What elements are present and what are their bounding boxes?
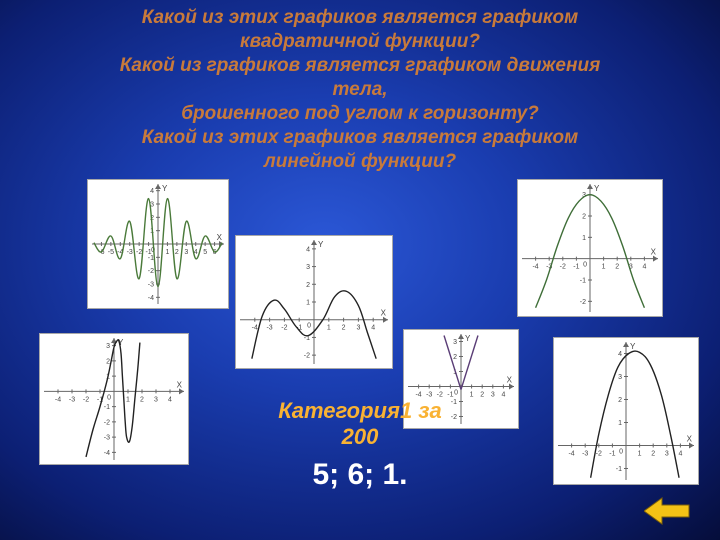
svg-text:5: 5 (203, 249, 207, 256)
svg-text:X: X (381, 309, 387, 318)
svg-text:2: 2 (306, 282, 310, 289)
svg-text:3: 3 (184, 249, 188, 256)
svg-text:X: X (651, 248, 657, 257)
svg-text:0: 0 (583, 262, 587, 269)
svg-text:-4: -4 (252, 325, 258, 332)
svg-text:Y: Y (162, 184, 168, 193)
svg-text:1: 1 (327, 325, 331, 332)
svg-text:-1: -1 (148, 255, 154, 262)
svg-text:X: X (507, 376, 513, 385)
svg-text:2: 2 (651, 451, 655, 458)
svg-text:4: 4 (150, 188, 154, 195)
svg-text:-2: -2 (304, 353, 310, 360)
svg-text:-1: -1 (609, 451, 615, 458)
svg-text:-1: -1 (573, 264, 579, 271)
graph-g1: XY0-6-5-4-3-2-1123456-4-3-2-11234 (88, 180, 228, 308)
q-line-5: Какой из этих графиков является графиком (142, 127, 578, 148)
svg-text:-5: -5 (108, 249, 114, 256)
svg-text:-2: -2 (560, 264, 566, 271)
answer-value: 5; 6; 1. (312, 458, 407, 491)
q-line-4: брошенного под углом к горизонту? (181, 103, 539, 124)
svg-text:-2: -2 (596, 451, 602, 458)
q-line-1: квадратичной функции? (240, 31, 480, 52)
svg-text:4: 4 (371, 325, 375, 332)
svg-text:2: 2 (615, 264, 619, 271)
graph-g2: XY0-4-3-2-11234-2-11234 (236, 236, 392, 368)
svg-text:-3: -3 (148, 282, 154, 289)
back-arrow-button[interactable] (644, 496, 690, 526)
svg-text:-4: -4 (568, 451, 574, 458)
svg-text:-2: -2 (580, 299, 586, 306)
svg-text:1: 1 (165, 249, 169, 256)
back-arrow-icon (644, 496, 690, 526)
graph-g3: XY0-4-3-2-11234-2-1123 (518, 180, 662, 316)
svg-text:1: 1 (582, 235, 586, 242)
svg-text:1: 1 (306, 300, 310, 307)
svg-text:0: 0 (454, 390, 458, 397)
category-value: 200 (342, 424, 379, 449)
svg-text:-4: -4 (104, 450, 110, 457)
category-label: Категория1 за 200 (0, 398, 720, 450)
svg-text:3: 3 (306, 264, 310, 271)
svg-text:-1: -1 (580, 278, 586, 285)
svg-text:-3: -3 (127, 249, 133, 256)
svg-text:-2: -2 (136, 249, 142, 256)
svg-text:1: 1 (602, 264, 606, 271)
svg-text:3: 3 (618, 374, 622, 381)
svg-text:3: 3 (665, 451, 669, 458)
svg-text:-3: -3 (582, 451, 588, 458)
q-line-3: тела, (332, 79, 387, 100)
q-line-6: линейной функции? (264, 151, 456, 172)
svg-text:4: 4 (306, 246, 310, 253)
q-line-0: Какой из этих графиков является графиком (142, 7, 578, 28)
svg-text:2: 2 (175, 249, 179, 256)
svg-text:1: 1 (638, 451, 642, 458)
svg-text:X: X (217, 233, 223, 242)
svg-text:Y: Y (465, 334, 471, 343)
q-line-2: Какой из графиков является графиком движ… (120, 55, 601, 76)
svg-text:4: 4 (618, 351, 622, 358)
svg-text:-2: -2 (281, 325, 287, 332)
svg-text:Y: Y (594, 184, 600, 193)
svg-text:-2: -2 (148, 268, 154, 275)
svg-text:2: 2 (342, 325, 346, 332)
svg-text:2: 2 (453, 354, 457, 361)
svg-text:4: 4 (678, 451, 682, 458)
svg-text:-4: -4 (532, 264, 538, 271)
svg-text:Y: Y (630, 342, 636, 351)
answer-text: 5; 6; 1. (0, 458, 720, 492)
svg-text:-4: -4 (148, 295, 154, 302)
svg-text:4: 4 (642, 264, 646, 271)
svg-text:3: 3 (453, 339, 457, 346)
svg-text:X: X (177, 380, 183, 389)
svg-text:2: 2 (106, 358, 110, 365)
svg-text:2: 2 (582, 214, 586, 221)
svg-text:Y: Y (318, 240, 324, 249)
svg-text:0: 0 (307, 323, 311, 330)
category-text: Категория1 за (278, 398, 442, 423)
question-text: Какой из этих графиков является графиком… (0, 6, 720, 174)
svg-text:-3: -3 (266, 325, 272, 332)
svg-text:3: 3 (106, 343, 110, 350)
svg-text:3: 3 (356, 325, 360, 332)
